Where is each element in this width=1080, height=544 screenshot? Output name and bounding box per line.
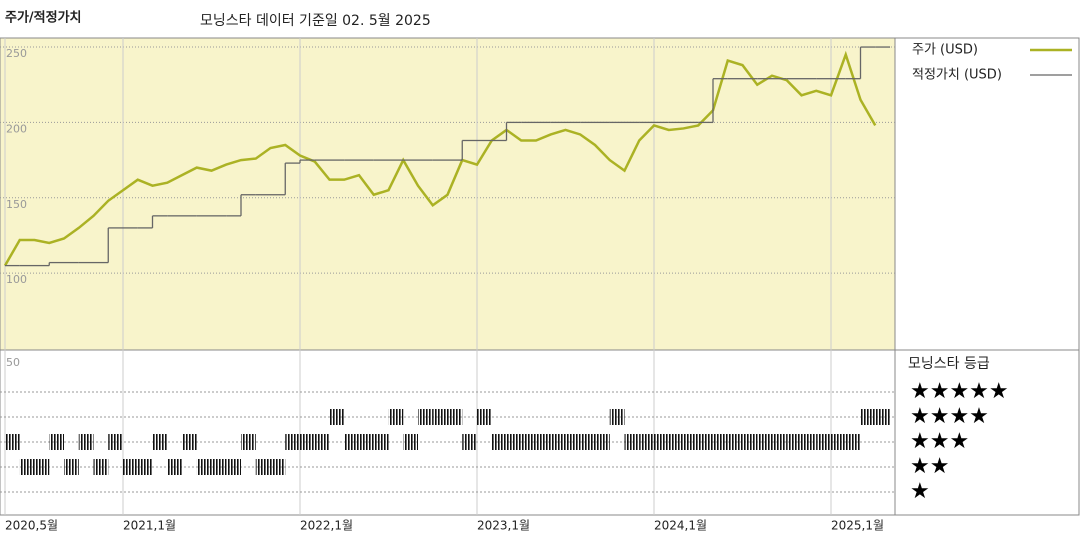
rating-bar [801,434,817,450]
x-tick-label: 2023,1월 [477,519,530,533]
x-tick-label: 2024,1월 [654,519,707,533]
rating-bar [64,459,79,475]
rating-bar [595,434,610,450]
rating-legend-label: ★★★★★ [910,379,1009,404]
rating-bar [624,434,640,450]
rating-bar [373,434,389,450]
y-tick-label: 200 [6,122,27,135]
rating-bar [698,434,713,450]
rating-bar [550,434,566,450]
rating-legend-label: ★ [910,479,930,504]
rating-bar [241,434,256,450]
rating-bar [875,409,890,425]
rating-bar [521,434,536,450]
rating-bar [78,434,94,450]
rating-bar [388,409,404,425]
y-tick-label: 150 [6,198,27,211]
rating-bar [447,409,463,425]
chart-title: 주가/적정가치 [5,10,82,26]
chart-subtitle: 모닝스타 데이터 기준일 02. 5월 2025 [200,13,431,29]
y-tick-label: 100 [6,273,27,286]
y-tick-label: 250 [6,47,27,60]
rating-bar [123,459,138,475]
x-tick-label: 2025,1월 [831,519,884,533]
rating-bar [654,434,669,450]
rating-bar [742,434,758,450]
rating-bar [226,459,241,475]
rating-bar [683,434,699,450]
rating-bar [668,434,684,450]
rating-bar [536,434,551,450]
rating-bar [5,434,20,450]
rating-bar [108,434,123,450]
rating-bar [772,434,787,450]
rating-bar [713,434,728,450]
rating-bar [270,459,286,475]
legend-label: 주가 (USD) [912,43,978,58]
rating-bar [167,459,182,475]
rating-bar [285,434,300,450]
rating-bar [93,459,109,475]
rating-legend-label: ★★★★ [910,404,989,429]
rating-bar [344,434,359,450]
rating-bar [418,409,433,425]
rating-legend-label: ★★★ [910,429,969,454]
rating-bar [211,459,227,475]
rating-bar [255,459,271,475]
rating-bar [329,409,345,425]
rating-bar [786,434,802,450]
rating-legend-label: ★★ [910,454,949,479]
rating-bar [727,434,743,450]
rating-bar [609,409,625,425]
rating-bar [816,434,831,450]
rating-bar [359,434,374,450]
rating-bar [300,434,315,450]
price-line [3,50,877,267]
rating-bar [403,434,418,450]
rating-bar [831,434,846,450]
rating-bar [152,434,168,450]
rating-bar [845,434,861,450]
rating-bar [639,434,654,450]
rating-bar [506,434,522,450]
rating-axis-label: 50 [6,356,20,369]
rating-bar [137,459,153,475]
rating-bar [432,409,448,425]
rating-bar [580,434,595,450]
rating-bar [462,434,477,450]
rating-bar [477,409,492,425]
x-tick-label: 2021,1월 [123,519,176,533]
rating-bar [182,434,197,450]
rating-bar [314,434,330,450]
rating-bar [565,434,581,450]
rating-bar [757,434,772,450]
rating-bar [860,409,876,425]
rating-title: 모닝스타 등급 [908,356,990,372]
rating-bar [34,459,50,475]
frame [0,37,1080,516]
x-tick-label: 2022,1월 [300,519,353,533]
x-tick-label: 2020,5월 [5,519,58,533]
rating-bar [196,459,212,475]
rating-bar [19,459,35,475]
rating-bar [491,434,507,450]
rating-bar [49,434,64,450]
legend-label: 적정가치 (USD) [912,68,1002,83]
